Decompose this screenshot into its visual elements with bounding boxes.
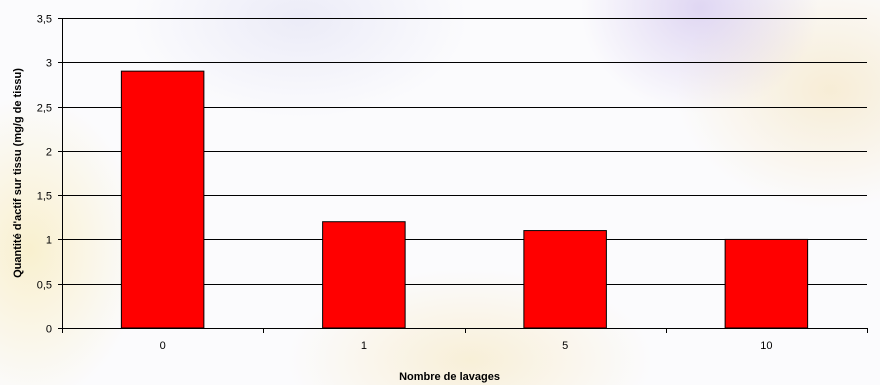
y-tick-label: 3 (46, 58, 52, 70)
y-tick-label: 1,5 (37, 191, 52, 203)
bars (120, 70, 809, 329)
bar-1 (322, 221, 406, 329)
x-tick-label: 10 (760, 340, 772, 352)
x-axis-title: Nombre de lavages (399, 371, 500, 383)
bar-10 (724, 238, 809, 329)
y-tick-label: 3,5 (37, 14, 52, 26)
x-tick-label: 0 (160, 340, 166, 352)
x-tick-label: 5 (562, 340, 568, 352)
y-tick-label: 2 (46, 147, 52, 159)
x-tick-label: 1 (361, 340, 367, 352)
y-axis-title: Quantité d'actif sur tissu (mg/g de tiss… (12, 68, 24, 278)
y-tick-label: 0 (46, 324, 52, 336)
x-ticks: 0 1 5 10 (62, 328, 868, 352)
y-ticks: 0 0,5 1 1,5 2 2,5 3 3,5 (37, 14, 62, 336)
y-tick-label: 1 (46, 235, 52, 247)
y-tick-label: 2,5 (37, 103, 52, 115)
y-tick-label: 0,5 (37, 280, 52, 292)
bar-5 (523, 230, 607, 329)
bar-0 (120, 70, 205, 329)
